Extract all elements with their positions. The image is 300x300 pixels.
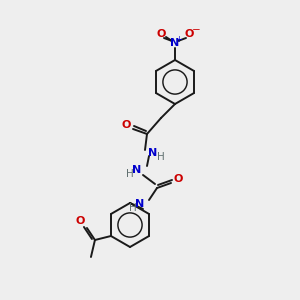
Text: +: + [176, 34, 182, 43]
Text: O: O [156, 29, 166, 39]
Text: O: O [121, 120, 131, 130]
Text: N: N [148, 148, 158, 158]
Text: H: H [129, 203, 137, 213]
Text: H: H [157, 152, 165, 162]
Text: O: O [75, 216, 85, 226]
Text: N: N [170, 38, 180, 48]
Text: O: O [173, 174, 183, 184]
Text: N: N [135, 199, 145, 209]
Text: H: H [126, 169, 134, 179]
Text: N: N [132, 165, 142, 175]
Text: −: − [192, 25, 200, 35]
Text: O: O [184, 29, 194, 39]
